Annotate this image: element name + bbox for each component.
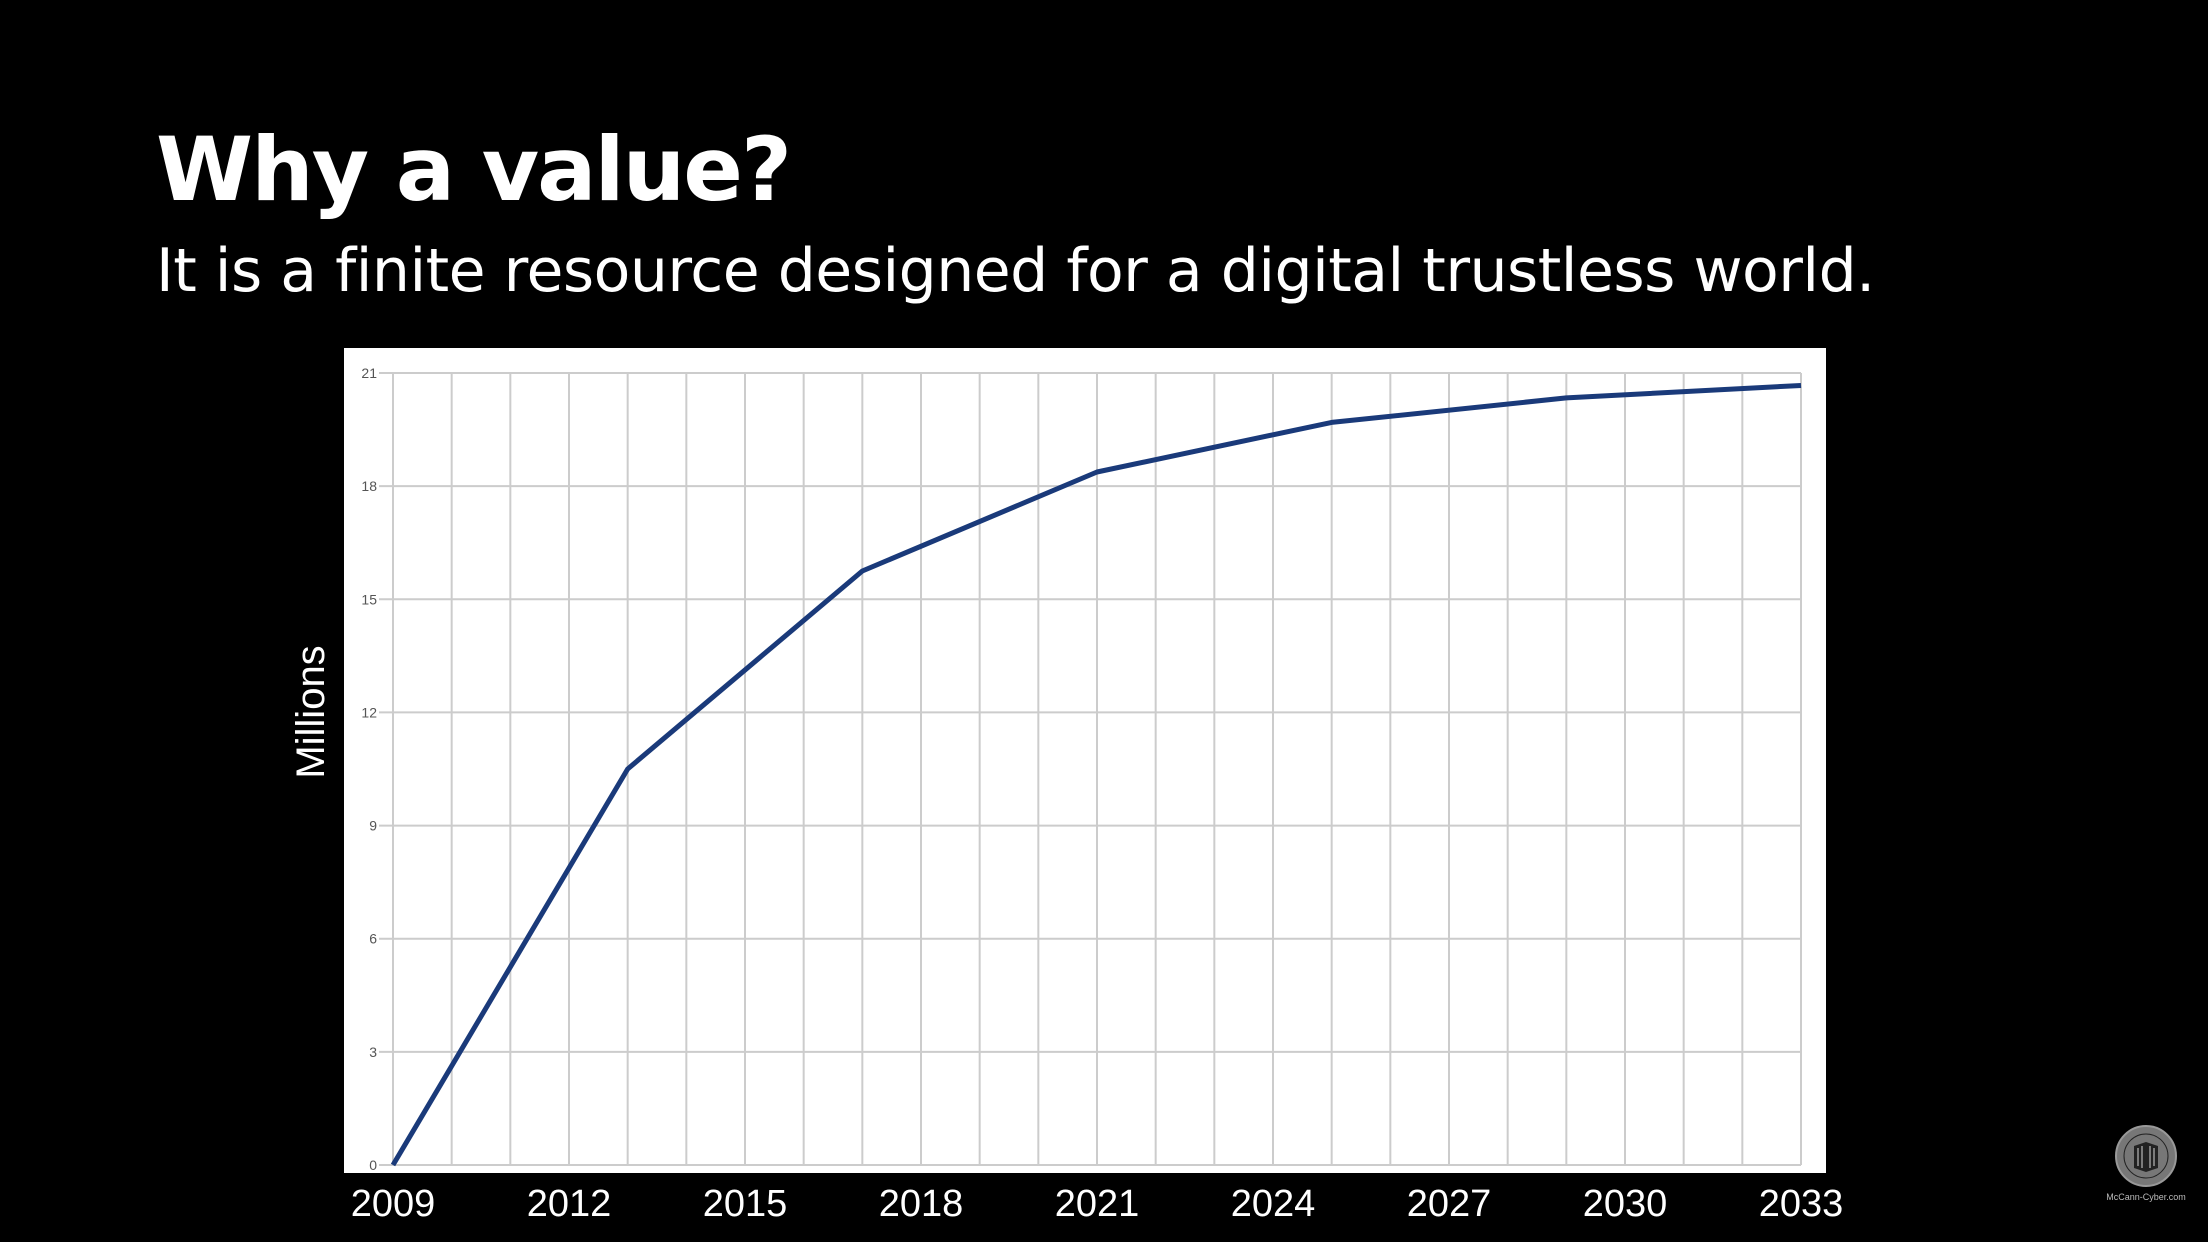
chart-series	[390, 382, 1802, 1167]
x-axis-ticks: 2009 2012 2015 2018 2021 2024 2027 2030 2033	[351, 1183, 1844, 1225]
y-tick-label: 0	[369, 1157, 377, 1173]
mccann-cyber-logo: McCann-Cyber.com	[2098, 1124, 2194, 1202]
x-tick-label: 2027	[1407, 1183, 1492, 1225]
y-tick-label: 3	[369, 1044, 377, 1060]
slide-title: Why a value?	[156, 118, 792, 221]
x-tick-label: 2015	[703, 1183, 788, 1225]
x-tick-label: 2012	[527, 1183, 612, 1225]
y-tick-label: 6	[369, 931, 377, 947]
y-tick-label: 9	[369, 818, 377, 834]
y-axis-label: Millions	[289, 645, 333, 778]
y-axis-ticks: 0 3 6 9 12 15 18 21	[361, 365, 377, 1173]
x-tick-label: 2021	[1055, 1183, 1140, 1225]
chart-background	[344, 348, 1826, 1173]
x-tick-label: 2030	[1583, 1183, 1668, 1225]
x-tick-label: 2018	[879, 1183, 964, 1225]
x-tick-label: 2033	[1759, 1183, 1844, 1225]
watermark-url: McCann-Cyber.com	[2106, 1192, 2186, 1202]
chart-grid	[379, 372, 1802, 1166]
y-tick-label: 15	[361, 591, 377, 607]
x-tick-label: 2024	[1231, 1183, 1316, 1225]
slide-subtitle: It is a finite resource designed for a d…	[156, 236, 1875, 306]
y-tick-label: 21	[361, 365, 377, 381]
x-tick-label: 2009	[351, 1183, 436, 1225]
y-tick-label: 18	[361, 478, 377, 494]
y-tick-label: 12	[361, 704, 377, 720]
shield-seal-icon	[2115, 1125, 2177, 1187]
